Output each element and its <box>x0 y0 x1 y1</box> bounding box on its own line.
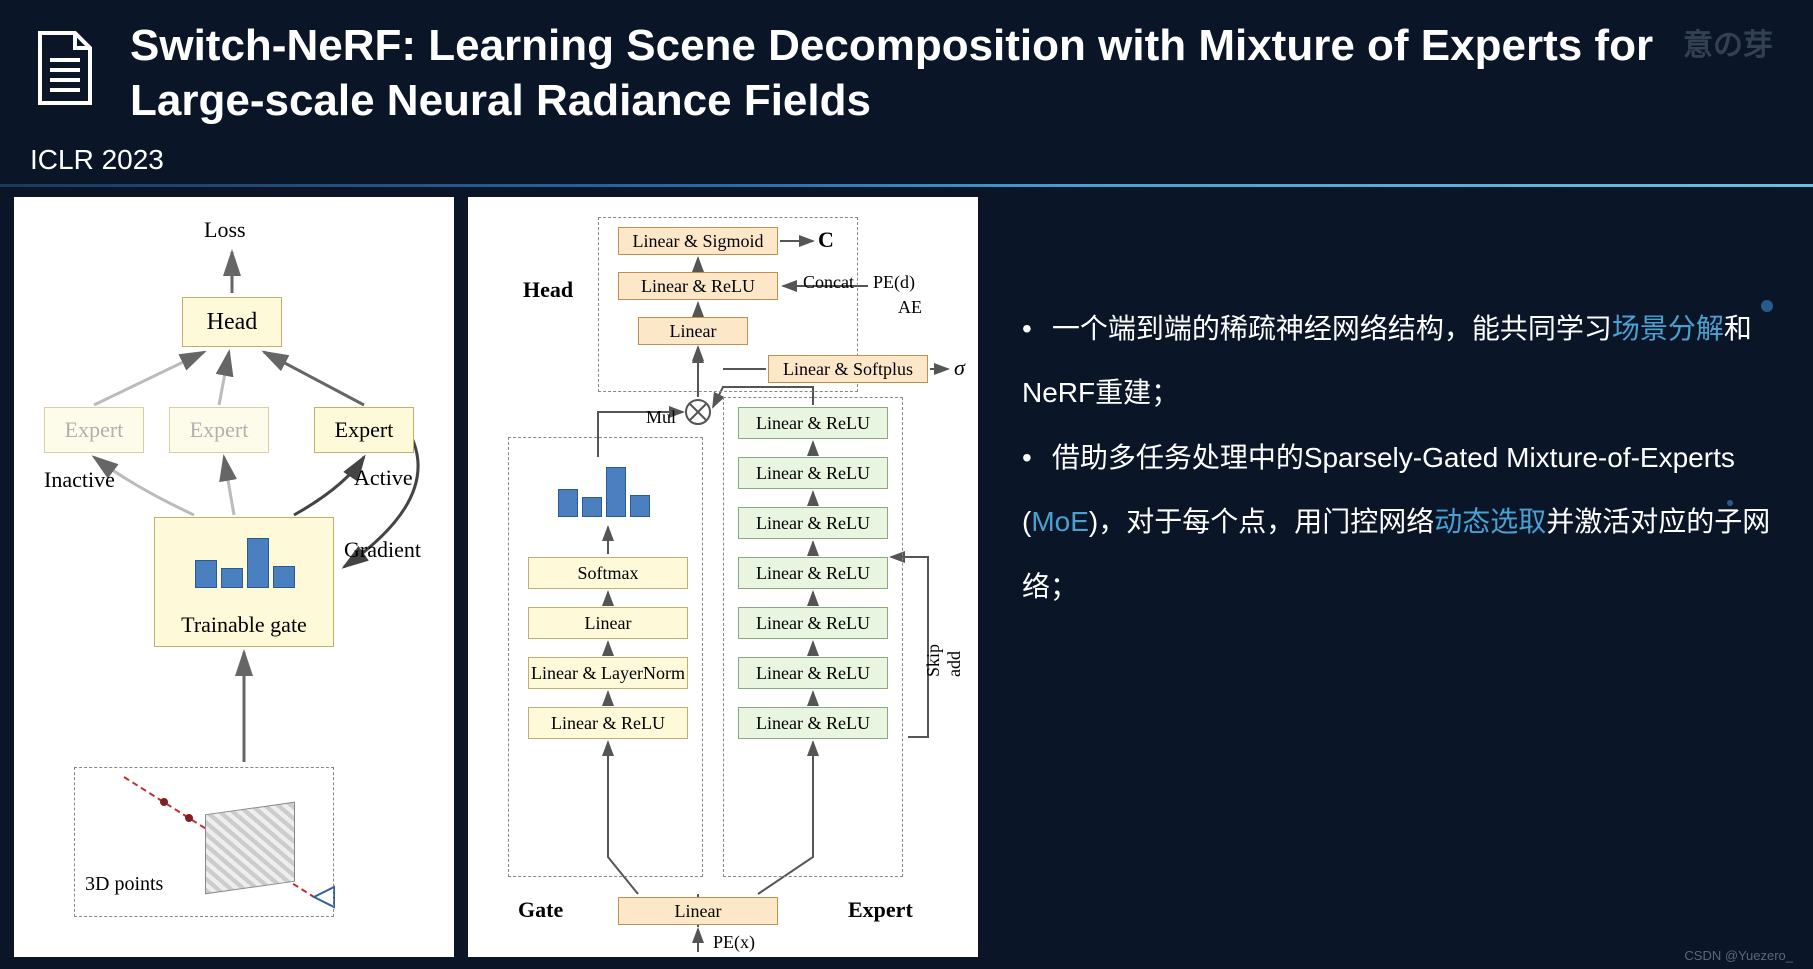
highlight-text: 场景分解 <box>1612 313 1724 344</box>
left-diagram-panel: Loss Head Expert Expert Expert Inactive … <box>14 197 454 957</box>
bullet-text: 一个端到端的稀疏神经网络结构，能共同学习 <box>1052 313 1612 344</box>
expert-section-label: Expert <box>848 897 913 923</box>
points3d-label: 3D points <box>85 873 163 896</box>
head-section-label: Head <box>523 277 573 303</box>
loss-label: Loss <box>204 217 246 243</box>
expert-layer-box: Linear & ReLU <box>738 607 888 639</box>
watermark-top-right: 意の芽 <box>1683 20 1773 64</box>
expert-box: Expert <box>314 407 414 453</box>
watermark-bottom-right: CSDN @Yuezero_ <box>1684 948 1793 963</box>
expert-layer-box: Linear & ReLU <box>738 557 888 589</box>
inactive-label: Inactive <box>44 467 115 493</box>
bullet-item: 一个端到端的稀疏神经网络结构，能共同学习场景分解和NeRF重建； <box>1022 297 1789 426</box>
head-box: Head <box>182 297 282 347</box>
pe-d-label: PE(d) <box>873 272 915 293</box>
ae-label: AE <box>898 297 922 318</box>
expert-box: Expert <box>169 407 269 453</box>
slide-title: Switch-NeRF: Learning Scene Decompositio… <box>130 18 1783 128</box>
bullet-text: )，对于每个点，用门控网络 <box>1089 506 1434 537</box>
expert-layer-box: Linear & ReLU <box>738 707 888 739</box>
right-diagram-panel: Head Gate Expert C σ Concat PE(d) AE Mul… <box>468 197 978 957</box>
gate-bars <box>558 467 650 517</box>
expert-layer-box: Linear & ReLU <box>738 457 888 489</box>
bottom-linear-box: Linear <box>618 897 778 925</box>
head-layer-box: Linear <box>638 317 748 345</box>
gate-section-label: Gate <box>518 897 563 923</box>
gate-layer-box: Softmax <box>528 557 688 589</box>
image-placeholder <box>205 802 295 895</box>
bullet-item: 借助多任务处理中的Sparsely-Gated Mixture-of-Exper… <box>1022 426 1789 619</box>
gate-layer-box: Linear & LayerNorm <box>528 657 688 689</box>
active-label: Active <box>354 465 413 491</box>
gradient-label: Gradient <box>344 537 421 563</box>
expert-layer-box: Linear & ReLU <box>738 507 888 539</box>
gate-bars <box>195 538 295 588</box>
gate-layer-box: Linear & ReLU <box>528 707 688 739</box>
bullet-text-area: 一个端到端的稀疏神经网络结构，能共同学习场景分解和NeRF重建；借助多任务处理中… <box>992 197 1799 957</box>
highlight-text: MoE <box>1031 506 1089 537</box>
expert-layer-box: Linear & ReLU <box>738 657 888 689</box>
head-layer-box: Linear & Sigmoid <box>618 227 778 255</box>
expert-layer-box: Linear & ReLU <box>738 407 888 439</box>
gate-box: Trainable gate <box>154 517 334 647</box>
highlight-text: 动态选取 <box>1434 506 1546 537</box>
pe-x-label: PE(x) <box>713 932 755 953</box>
skip-label: Skip add <box>923 622 965 677</box>
divider <box>0 184 1813 187</box>
head-layer-box: Linear & Softplus <box>768 355 928 383</box>
slide-header: Switch-NeRF: Learning Scene Decompositio… <box>0 0 1813 138</box>
venue-label: ICLR 2023 <box>30 144 1813 176</box>
deco-dot <box>1727 500 1733 506</box>
out-sigma-label: σ <box>954 355 965 381</box>
expert-box: Expert <box>44 407 144 453</box>
mul-label: Mul <box>646 407 676 428</box>
gate-layer-box: Linear <box>528 607 688 639</box>
head-layer-box: Linear & ReLU <box>618 272 778 300</box>
deco-dot <box>1761 300 1773 312</box>
points-group: 3D points <box>74 767 334 917</box>
document-icon <box>30 28 100 113</box>
